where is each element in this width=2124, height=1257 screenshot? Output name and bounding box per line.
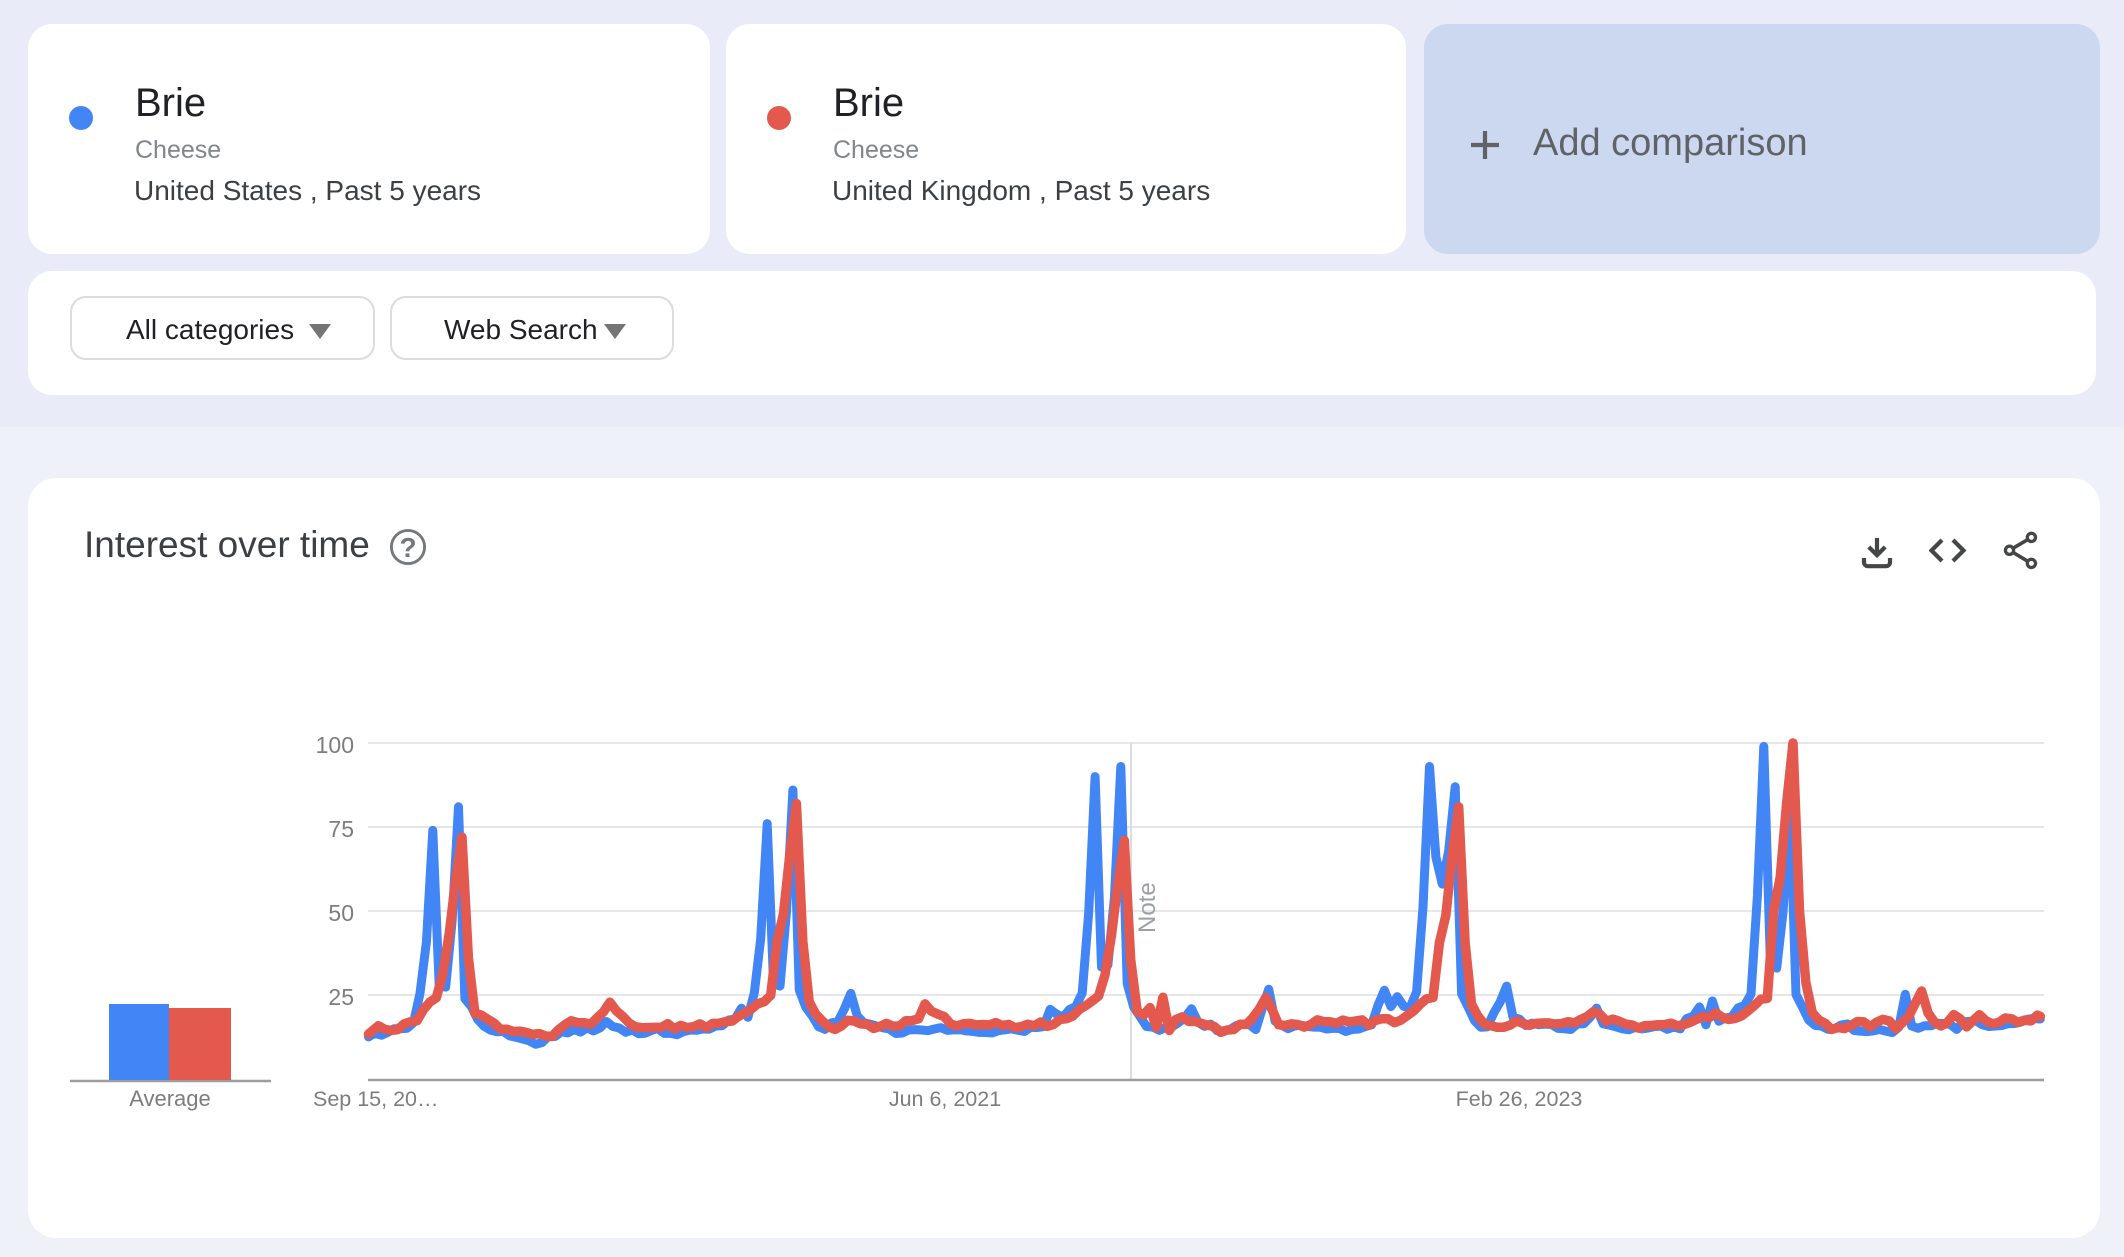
svg-text:Jun 6, 2021: Jun 6, 2021 bbox=[889, 1087, 1001, 1111]
svg-text:Average: Average bbox=[129, 1086, 211, 1111]
svg-text:100: 100 bbox=[316, 732, 354, 758]
svg-text:Sep 15, 20…: Sep 15, 20… bbox=[313, 1087, 439, 1111]
svg-text:50: 50 bbox=[328, 900, 354, 926]
svg-text:Feb 26, 2023: Feb 26, 2023 bbox=[1456, 1087, 1583, 1111]
svg-text:25: 25 bbox=[328, 984, 354, 1010]
svg-text:75: 75 bbox=[328, 816, 354, 842]
svg-text:?: ? bbox=[399, 532, 416, 563]
svg-text:Note: Note bbox=[1134, 882, 1161, 933]
